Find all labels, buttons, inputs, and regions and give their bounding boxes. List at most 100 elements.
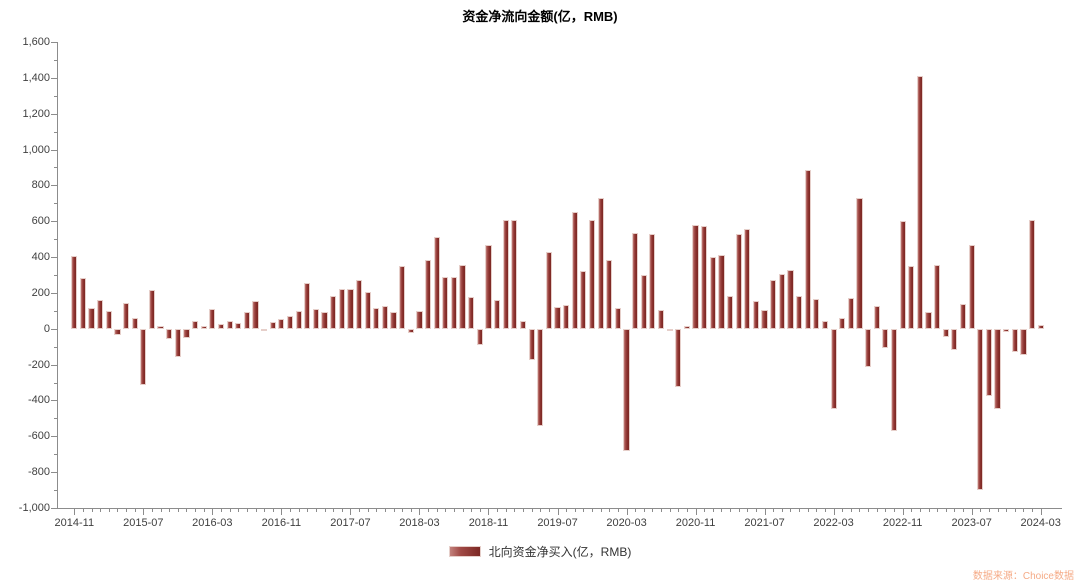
x-tick <box>333 509 335 512</box>
x-tick <box>695 509 697 515</box>
y-tick <box>54 382 57 384</box>
x-tick <box>937 509 939 512</box>
x-tick <box>885 509 887 512</box>
x-tick <box>298 509 300 512</box>
y-tick <box>51 185 57 187</box>
bar <box>286 316 294 329</box>
x-tick <box>169 509 171 512</box>
bar <box>994 328 1001 410</box>
bar <box>364 292 371 329</box>
x-tick <box>393 509 395 512</box>
bar <box>985 328 992 396</box>
x-tick <box>954 509 956 512</box>
x-tick <box>402 509 404 512</box>
x-tick <box>747 509 749 512</box>
x-tick <box>928 509 930 512</box>
bar <box>813 299 820 329</box>
y-tick <box>54 59 57 61</box>
x-tick <box>117 509 119 512</box>
y-tick <box>51 257 57 259</box>
bar <box>200 325 207 329</box>
bar <box>821 321 829 329</box>
y-tick-label: 1,600 <box>22 36 50 48</box>
y-tick <box>54 454 57 456</box>
x-tick <box>859 509 861 512</box>
x-tick <box>419 509 421 515</box>
x-tick <box>583 509 585 512</box>
y-tick <box>54 131 57 133</box>
bar <box>606 259 613 329</box>
x-tick <box>730 509 732 512</box>
bar <box>1003 328 1010 332</box>
x-tick <box>522 509 524 512</box>
x-tick <box>108 509 110 512</box>
x-tick <box>626 509 628 515</box>
x-tick-label: 2022-11 <box>882 517 923 529</box>
x-tick <box>91 509 93 512</box>
x-tick <box>462 509 464 512</box>
x-tick <box>755 509 757 512</box>
y-tick-label: -1,000 <box>18 502 50 514</box>
bar <box>312 309 319 329</box>
x-tick <box>195 509 197 512</box>
x-tick <box>773 509 775 512</box>
x-tick <box>764 509 766 515</box>
x-tick <box>82 509 84 512</box>
x-tick <box>445 509 447 512</box>
bar <box>761 310 768 329</box>
bar <box>174 328 181 358</box>
y-tick-label: -600 <box>27 430 50 443</box>
bar <box>105 310 112 329</box>
legend-label: 北向资金净买入(亿，RMB) <box>488 545 632 559</box>
x-tick <box>212 509 214 515</box>
y-tick <box>54 346 57 348</box>
x-tick-label: 2021-07 <box>744 517 785 529</box>
y-tick <box>51 364 57 366</box>
bar <box>908 266 915 329</box>
chart-title: 资金净流向金额(亿，RMB) <box>462 9 618 24</box>
x-tick-label: 2024-03 <box>1020 517 1061 529</box>
x-tick <box>643 509 645 512</box>
x-tick <box>678 509 680 512</box>
x-tick <box>566 509 568 512</box>
bar <box>468 297 475 329</box>
y-tick <box>51 328 57 330</box>
y-tick <box>54 95 57 97</box>
bar <box>494 299 501 329</box>
bar <box>226 321 233 329</box>
bar <box>1028 219 1036 329</box>
x-tick <box>686 509 688 512</box>
bar <box>390 312 397 329</box>
legend: 北向资金净买入(亿，RMB) <box>0 543 1080 560</box>
bar <box>882 328 889 349</box>
bar <box>528 328 535 360</box>
bar <box>166 328 173 340</box>
bar <box>657 310 665 329</box>
bar <box>502 219 509 329</box>
x-tick <box>868 509 870 512</box>
x-tick <box>712 509 714 512</box>
bar <box>424 259 432 329</box>
x-tick-label: 2017-07 <box>330 517 371 529</box>
x-tick <box>609 509 611 512</box>
x-tick <box>704 509 706 512</box>
bar <box>71 255 78 329</box>
x-tick <box>824 509 826 512</box>
bar <box>122 302 130 329</box>
x-tick-label: 2018-03 <box>399 517 440 529</box>
y-tick <box>54 203 57 205</box>
x-tick <box>833 509 835 515</box>
x-tick <box>359 509 361 512</box>
x-tick <box>807 509 809 512</box>
x-tick <box>721 509 723 512</box>
x-tick <box>290 509 292 512</box>
bar <box>157 325 164 329</box>
bar <box>209 309 216 329</box>
x-tick <box>1023 509 1025 512</box>
x-tick <box>126 509 128 512</box>
x-tick <box>281 509 283 515</box>
x-tick <box>669 509 671 512</box>
x-tick <box>781 509 783 512</box>
x-tick-label: 2016-03 <box>192 517 233 529</box>
x-tick <box>790 509 792 512</box>
